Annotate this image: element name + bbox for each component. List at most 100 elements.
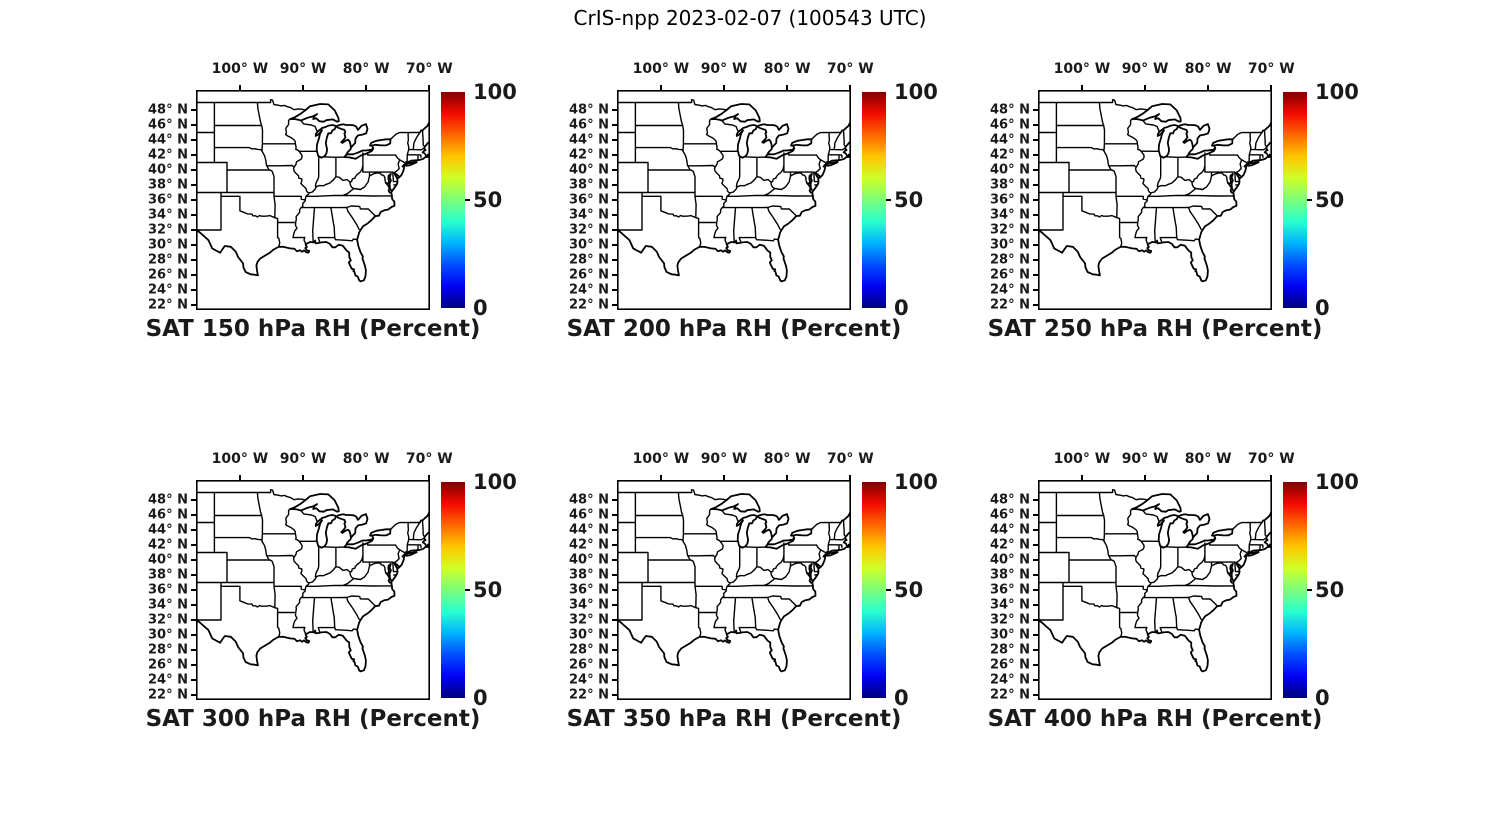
latitude-tick-mark: [191, 499, 196, 501]
latitude-tick-mark: [612, 589, 617, 591]
latitude-tick-label: 32° N: [569, 222, 609, 238]
latitude-tick-mark: [1033, 664, 1038, 666]
latitude-tick-label: 30° N: [148, 627, 188, 643]
longitude-tick-label: 80° W: [763, 451, 811, 467]
longitude-tick-label: 70° W: [405, 451, 453, 467]
latitude-tick-label: 38° N: [990, 567, 1030, 583]
latitude-tick-label: 26° N: [148, 267, 188, 283]
latitude-tick-label: 28° N: [148, 642, 188, 658]
latitude-tick-mark: [191, 289, 196, 291]
latitude-tick-label: 38° N: [569, 177, 609, 193]
latitude-tick-mark: [191, 679, 196, 681]
latitude-tick-mark: [1033, 109, 1038, 111]
latitude-tick-mark: [612, 109, 617, 111]
colorbar-gradient: [862, 92, 886, 308]
latitude-tick-mark: [191, 244, 196, 246]
latitude-tick-mark: [612, 544, 617, 546]
latitude-tick-mark: [612, 229, 617, 231]
longitude-tick-mark: [1144, 475, 1147, 480]
longitude-tick-mark: [723, 85, 726, 90]
latitude-tick-mark: [612, 604, 617, 606]
latitude-tick-label: 36° N: [148, 582, 188, 598]
latitude-tick-label: 48° N: [569, 492, 609, 508]
latitude-tick-label: 48° N: [148, 492, 188, 508]
latitude-tick-mark: [1033, 169, 1038, 171]
latitude-tick-label: 30° N: [148, 237, 188, 253]
latitude-tick-label: 46° N: [990, 117, 1030, 133]
latitude-tick-mark: [191, 214, 196, 216]
latitude-tick-label: 38° N: [148, 567, 188, 583]
longitude-tick-label: 70° W: [1247, 451, 1295, 467]
latitude-tick-label: 30° N: [990, 627, 1030, 643]
colorbar-gradient: [1283, 92, 1307, 308]
latitude-tick-label: 42° N: [148, 537, 188, 553]
latitude-tick-mark: [191, 694, 196, 696]
latitude-tick-label: 22° N: [569, 687, 609, 703]
longitude-tick-mark: [428, 475, 431, 480]
longitude-tick-mark: [1270, 85, 1273, 90]
latitude-tick-mark: [612, 529, 617, 531]
map-plot: [617, 480, 851, 700]
latitude-tick-mark: [1033, 694, 1038, 696]
latitude-tick-mark: [1033, 124, 1038, 126]
latitude-tick-mark: [1033, 199, 1038, 201]
colorbar-label-min: 0: [1315, 296, 1330, 320]
latitude-tick-label: 42° N: [569, 147, 609, 163]
latitude-tick-label: 44° N: [148, 132, 188, 148]
latitude-tick-mark: [191, 619, 196, 621]
latitude-tick-mark: [191, 529, 196, 531]
latitude-tick-mark: [191, 259, 196, 261]
panel-sat-300-hpa-rh: SAT 300 hPa RH (Percent) 100° W 90° W 80° …: [146, 451, 517, 732]
colorbar-label-mid: 50: [894, 578, 924, 602]
latitude-tick-mark: [612, 259, 617, 261]
latitude-tick-label: 34° N: [990, 207, 1030, 223]
longitude-tick-mark: [1080, 85, 1083, 90]
colorbar-label-mid: 50: [1315, 188, 1345, 212]
latitude-tick-label: 40° N: [148, 162, 188, 178]
latitude-tick-mark: [1033, 244, 1038, 246]
latitude-tick-label: 24° N: [990, 672, 1030, 688]
latitude-tick-mark: [612, 289, 617, 291]
colorbar-label-min: 0: [894, 686, 909, 710]
latitude-tick-mark: [612, 649, 617, 651]
colorbar-label-mid: 50: [1315, 578, 1345, 602]
latitude-tick-mark: [191, 604, 196, 606]
longitude-tick-label: 80° W: [342, 451, 390, 467]
panel-sat-150-hpa-rh: SAT 150 hPa RH (Percent) 100° W 90° W 80° …: [146, 61, 517, 342]
latitude-tick-mark: [1033, 514, 1038, 516]
longitude-tick-label: 70° W: [826, 451, 874, 467]
us-map: [1038, 98, 1272, 283]
longitude-tick-label: 100° W: [211, 451, 269, 467]
us-map: [1038, 488, 1272, 673]
latitude-tick-mark: [612, 169, 617, 171]
figure-title: CrIS-npp 2023-02-07 (100543 UTC): [573, 6, 927, 30]
latitude-tick-label: 48° N: [148, 102, 188, 118]
map-plot: [1038, 480, 1272, 700]
latitude-tick-label: 30° N: [569, 627, 609, 643]
latitude-tick-label: 24° N: [990, 282, 1030, 298]
longitude-tick-mark: [786, 85, 789, 90]
latitude-tick-label: 48° N: [990, 492, 1030, 508]
latitude-tick-label: 46° N: [569, 507, 609, 523]
latitude-tick-mark: [1033, 544, 1038, 546]
longitude-tick-label: 80° W: [1184, 451, 1232, 467]
colorbar-label-max: 100: [894, 80, 938, 104]
latitude-tick-label: 34° N: [990, 597, 1030, 613]
colorbar-gradient: [862, 482, 886, 698]
panel-caption: SAT 350 hPa RH (Percent): [566, 706, 902, 732]
axes-frame: [196, 90, 430, 310]
latitude-tick-label: 34° N: [569, 597, 609, 613]
latitude-tick-mark: [1033, 259, 1038, 261]
latitude-tick-label: 40° N: [569, 552, 609, 568]
latitude-tick-mark: [191, 559, 196, 561]
latitude-tick-mark: [612, 244, 617, 246]
latitude-tick-mark: [612, 694, 617, 696]
axes-frame: [617, 480, 851, 700]
longitude-tick-label: 70° W: [405, 61, 453, 77]
axes-frame: [1038, 90, 1272, 310]
latitude-tick-label: 26° N: [148, 657, 188, 673]
map-plot: [617, 90, 851, 310]
latitude-tick-mark: [1033, 184, 1038, 186]
colorbar-mid-tick: [1307, 589, 1312, 591]
latitude-tick-label: 22° N: [990, 297, 1030, 313]
